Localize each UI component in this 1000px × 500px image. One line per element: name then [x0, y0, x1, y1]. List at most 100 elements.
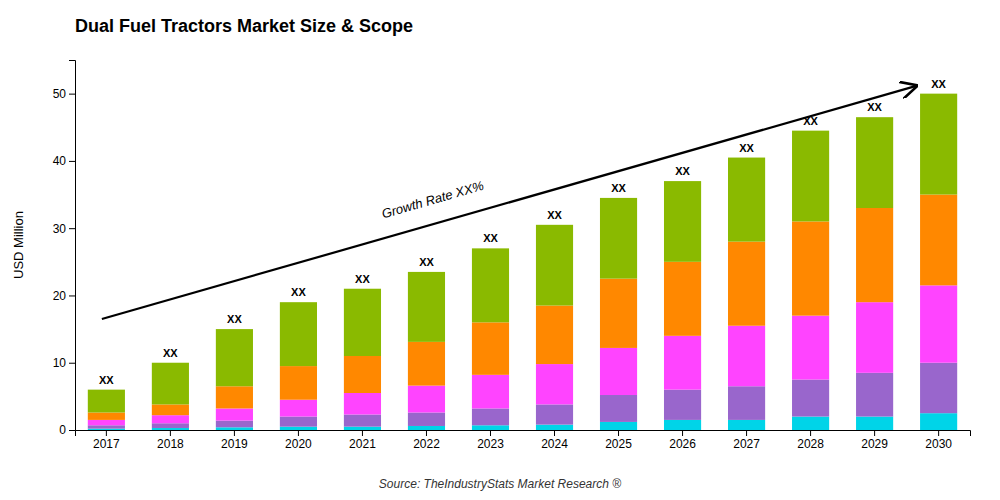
y-tick-mark	[69, 295, 75, 296]
bar-label: XX	[163, 347, 178, 359]
y-axis-title: USD Million	[11, 211, 26, 279]
x-tick-mark	[298, 430, 299, 436]
bar	[152, 363, 189, 405]
x-tick-mark	[618, 430, 619, 436]
bar	[88, 420, 125, 425]
bar-label: XX	[483, 232, 498, 244]
x-tick: 2021	[349, 430, 376, 451]
bar	[88, 413, 125, 420]
bar	[88, 429, 125, 430]
x-tick-label: 2018	[157, 437, 184, 451]
bar	[152, 415, 189, 423]
bar	[728, 158, 765, 242]
bar-label: XX	[291, 286, 306, 298]
bar	[728, 420, 765, 430]
bar	[792, 316, 829, 380]
x-tick-mark	[682, 430, 683, 436]
bar	[728, 326, 765, 387]
y-tick-mark	[69, 363, 75, 364]
x-tick-label: 2020	[285, 437, 312, 451]
bar	[600, 422, 637, 430]
bar	[600, 395, 637, 422]
bar-series	[88, 195, 957, 420]
x-tick: 2018	[157, 430, 184, 451]
bar	[920, 413, 957, 430]
bar	[216, 427, 253, 430]
y-tick-label: 40	[53, 154, 67, 168]
bar	[600, 279, 637, 348]
bar	[664, 262, 701, 336]
bar	[216, 386, 253, 408]
bar	[408, 342, 445, 386]
x-tick-mark	[938, 430, 939, 436]
bar	[536, 404, 573, 424]
bar	[728, 242, 765, 326]
x-tick: 2020	[285, 430, 312, 451]
x-tick: 2023	[477, 430, 504, 451]
bar	[856, 117, 893, 208]
bar-label: XX	[867, 101, 882, 113]
bar-label: XX	[931, 78, 946, 90]
bar	[472, 375, 509, 409]
bar	[344, 289, 381, 356]
bar-label: XX	[675, 165, 690, 177]
bar	[408, 272, 445, 342]
bar	[216, 408, 253, 420]
x-tick-mark	[106, 430, 107, 436]
y-tick-label: 0	[59, 423, 66, 437]
bar	[600, 198, 637, 279]
bar-label: XX	[355, 273, 370, 285]
bar	[920, 363, 957, 413]
bar	[344, 356, 381, 393]
bar	[216, 421, 253, 428]
x-tick-mark	[426, 430, 427, 436]
bar	[856, 302, 893, 373]
title: Dual Fuel Tractors Market Size & Scope	[75, 16, 413, 36]
bar	[536, 364, 573, 404]
bar	[472, 408, 509, 425]
bar	[280, 427, 317, 430]
x-tick-label: 2028	[797, 437, 824, 451]
bar	[280, 366, 317, 400]
bar	[472, 322, 509, 374]
x-tick-mark	[746, 430, 747, 436]
bar	[408, 386, 445, 413]
bar	[344, 427, 381, 430]
bar	[152, 423, 189, 428]
x-tick-label: 2022	[413, 437, 440, 451]
x-tick-mark	[874, 430, 875, 436]
y-tick-mark	[69, 161, 75, 162]
x-tick-label: 2027	[733, 437, 760, 451]
y-tick-label: 50	[53, 87, 67, 101]
bar	[664, 181, 701, 262]
bar	[664, 390, 701, 420]
bar	[88, 425, 125, 428]
x-tick-mark	[234, 430, 235, 436]
bar-label: XX	[547, 209, 562, 221]
bar	[728, 386, 765, 420]
bar	[664, 336, 701, 390]
x-tick: 2025	[605, 430, 632, 451]
x-tick: 2022	[413, 430, 440, 451]
bar-label: XX	[99, 374, 114, 386]
bar-label: XX	[419, 256, 434, 268]
bar	[856, 208, 893, 302]
y-axis: 01020304050	[53, 61, 76, 438]
y-tick-mark	[69, 430, 75, 431]
bar-label: XX	[611, 182, 626, 194]
x-tick: 2019	[221, 430, 248, 451]
bar-label: XX	[739, 142, 754, 154]
bar	[600, 348, 637, 395]
y-tick: 10	[53, 356, 75, 370]
bar	[920, 94, 957, 195]
y-tick: 30	[53, 222, 75, 236]
bar	[792, 131, 829, 222]
x-axis: 2017201820192020202120222023202420252026…	[76, 430, 971, 451]
x-tick-label: 2023	[477, 437, 504, 451]
bar-series	[88, 94, 957, 413]
bar	[408, 426, 445, 430]
bar	[152, 428, 189, 430]
growth-arrow	[102, 86, 916, 319]
bar	[280, 302, 317, 366]
x-tick: 2026	[669, 430, 696, 451]
